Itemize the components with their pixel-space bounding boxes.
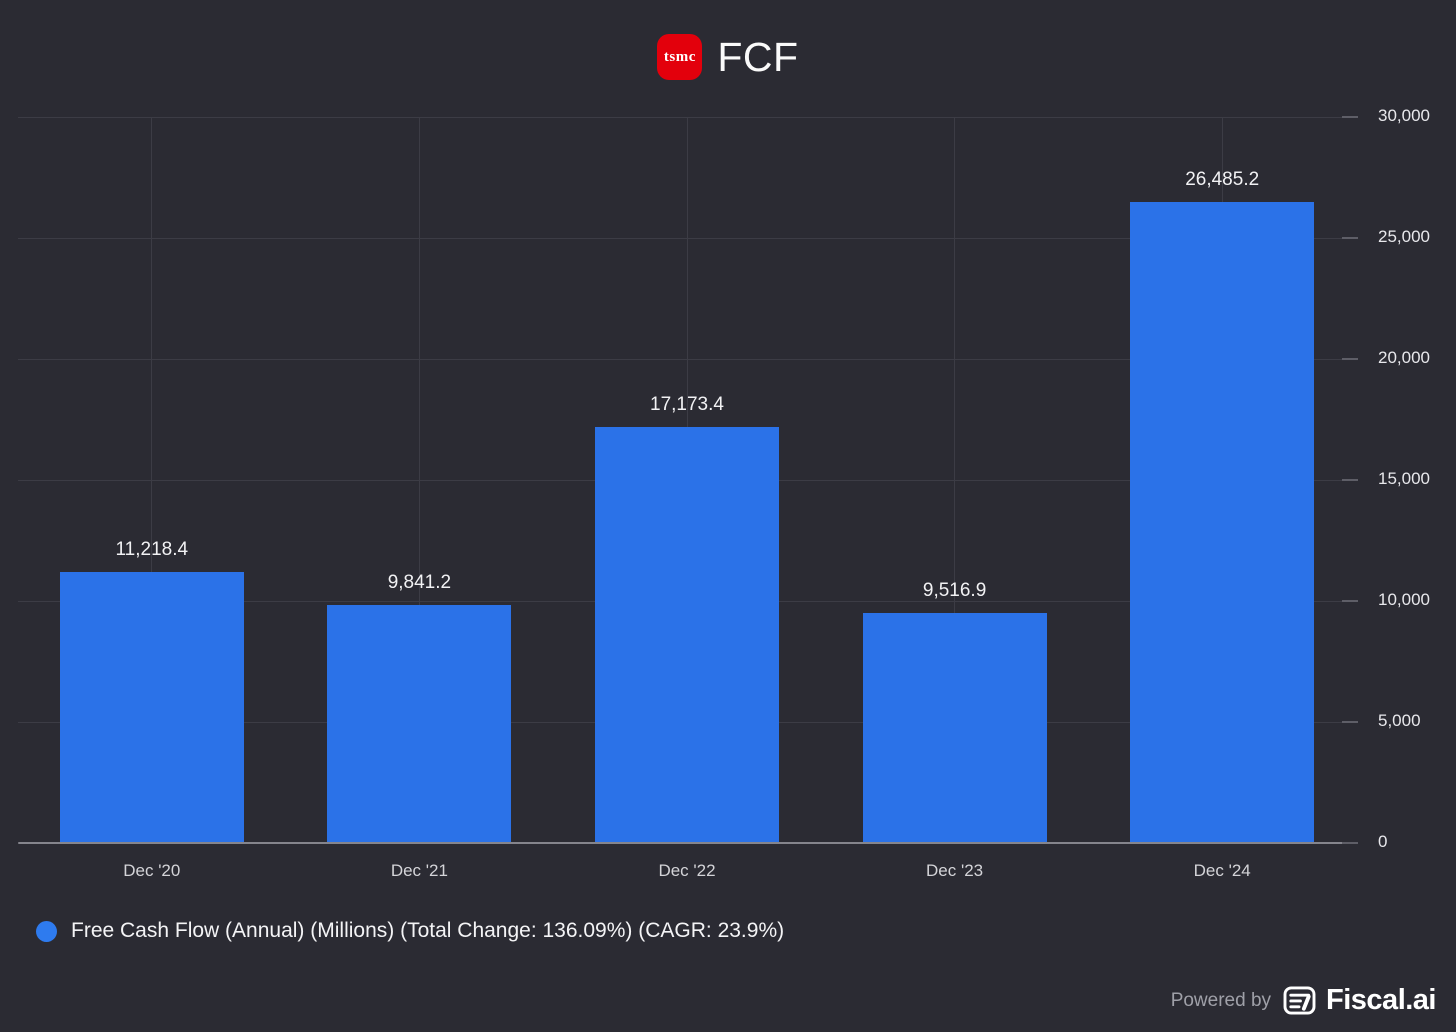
legend-series-label: Free Cash Flow (Annual) (Millions) (Tota… <box>71 919 785 942</box>
y-axis-tick <box>1342 358 1358 360</box>
bar-value-label: 9,516.9 <box>922 579 987 601</box>
tsmc-logo-icon: tsmc <box>657 34 703 80</box>
y-axis-tick <box>1342 116 1358 118</box>
x-axis-labels: Dec '20 Dec '21 Dec '22 Dec '23 Dec '24 <box>18 861 1356 887</box>
y-axis-labels: 0 5,000 10,000 15,000 20,000 25,000 30,000 <box>1378 106 1456 851</box>
y-axis-tick <box>1342 721 1358 723</box>
y-axis-tick <box>1342 479 1358 481</box>
bar-dec-24[interactable] <box>1130 202 1315 843</box>
bar-dec-21[interactable] <box>327 604 512 843</box>
powered-by-footer[interactable]: Powered by Fiscal.ai <box>1170 984 1437 1017</box>
chart-header: tsmc FCF <box>0 28 1456 86</box>
y-axis-tick-label: 0 <box>1378 832 1388 851</box>
gridline-vertical <box>418 117 420 843</box>
fiscal-ai-brand-text: Fiscal.ai <box>1326 984 1436 1016</box>
y-axis-tick-label: 20,000 <box>1378 348 1430 367</box>
y-axis-tick <box>1342 842 1358 844</box>
x-axis-category-label: Dec '21 <box>390 861 448 880</box>
y-axis-tick-label: 10,000 <box>1378 590 1430 609</box>
chart-title: FCF <box>717 33 799 80</box>
gridline-vertical <box>954 117 956 843</box>
bar-dec-22[interactable] <box>595 427 779 843</box>
legend[interactable]: Free Cash Flow (Annual) (Millions) (Tota… <box>36 919 784 943</box>
fiscal-ai-logo-icon <box>1283 986 1316 1015</box>
y-axis-ticks <box>1342 116 1358 844</box>
powered-by-text: Powered by <box>1170 989 1272 1011</box>
y-axis-tick-label: 5,000 <box>1378 711 1421 730</box>
y-axis-tick-label: 30,000 <box>1378 106 1430 125</box>
bar-value-label: 17,173.4 <box>650 394 724 416</box>
bar-value-label: 26,485.2 <box>1185 169 1260 191</box>
x-axis-category-label: Dec '20 <box>123 861 181 880</box>
x-axis-category-label: Dec '24 <box>1193 861 1251 880</box>
x-axis-line <box>18 842 1358 844</box>
y-axis-tick-label: 25,000 <box>1378 227 1430 246</box>
x-axis-category-label: Dec '23 <box>926 861 984 880</box>
gridline-vertical <box>151 117 153 843</box>
bar-dec-23[interactable] <box>862 612 1047 843</box>
y-axis-tick <box>1342 600 1358 602</box>
bar-value-label: 9,841.2 <box>387 571 452 593</box>
y-axis-tick-label: 15,000 <box>1378 469 1430 488</box>
legend-series-dot-icon <box>36 920 57 942</box>
plot-area: 11,218.4 9,841.2 17,173.4 9,516.9 26,485.2 <box>18 116 1356 843</box>
x-axis-category-label: Dec '22 <box>658 861 716 880</box>
bar-dec-20[interactable] <box>59 571 244 843</box>
y-axis-tick <box>1342 237 1358 239</box>
bar-value-label: 11,218.4 <box>115 538 189 560</box>
